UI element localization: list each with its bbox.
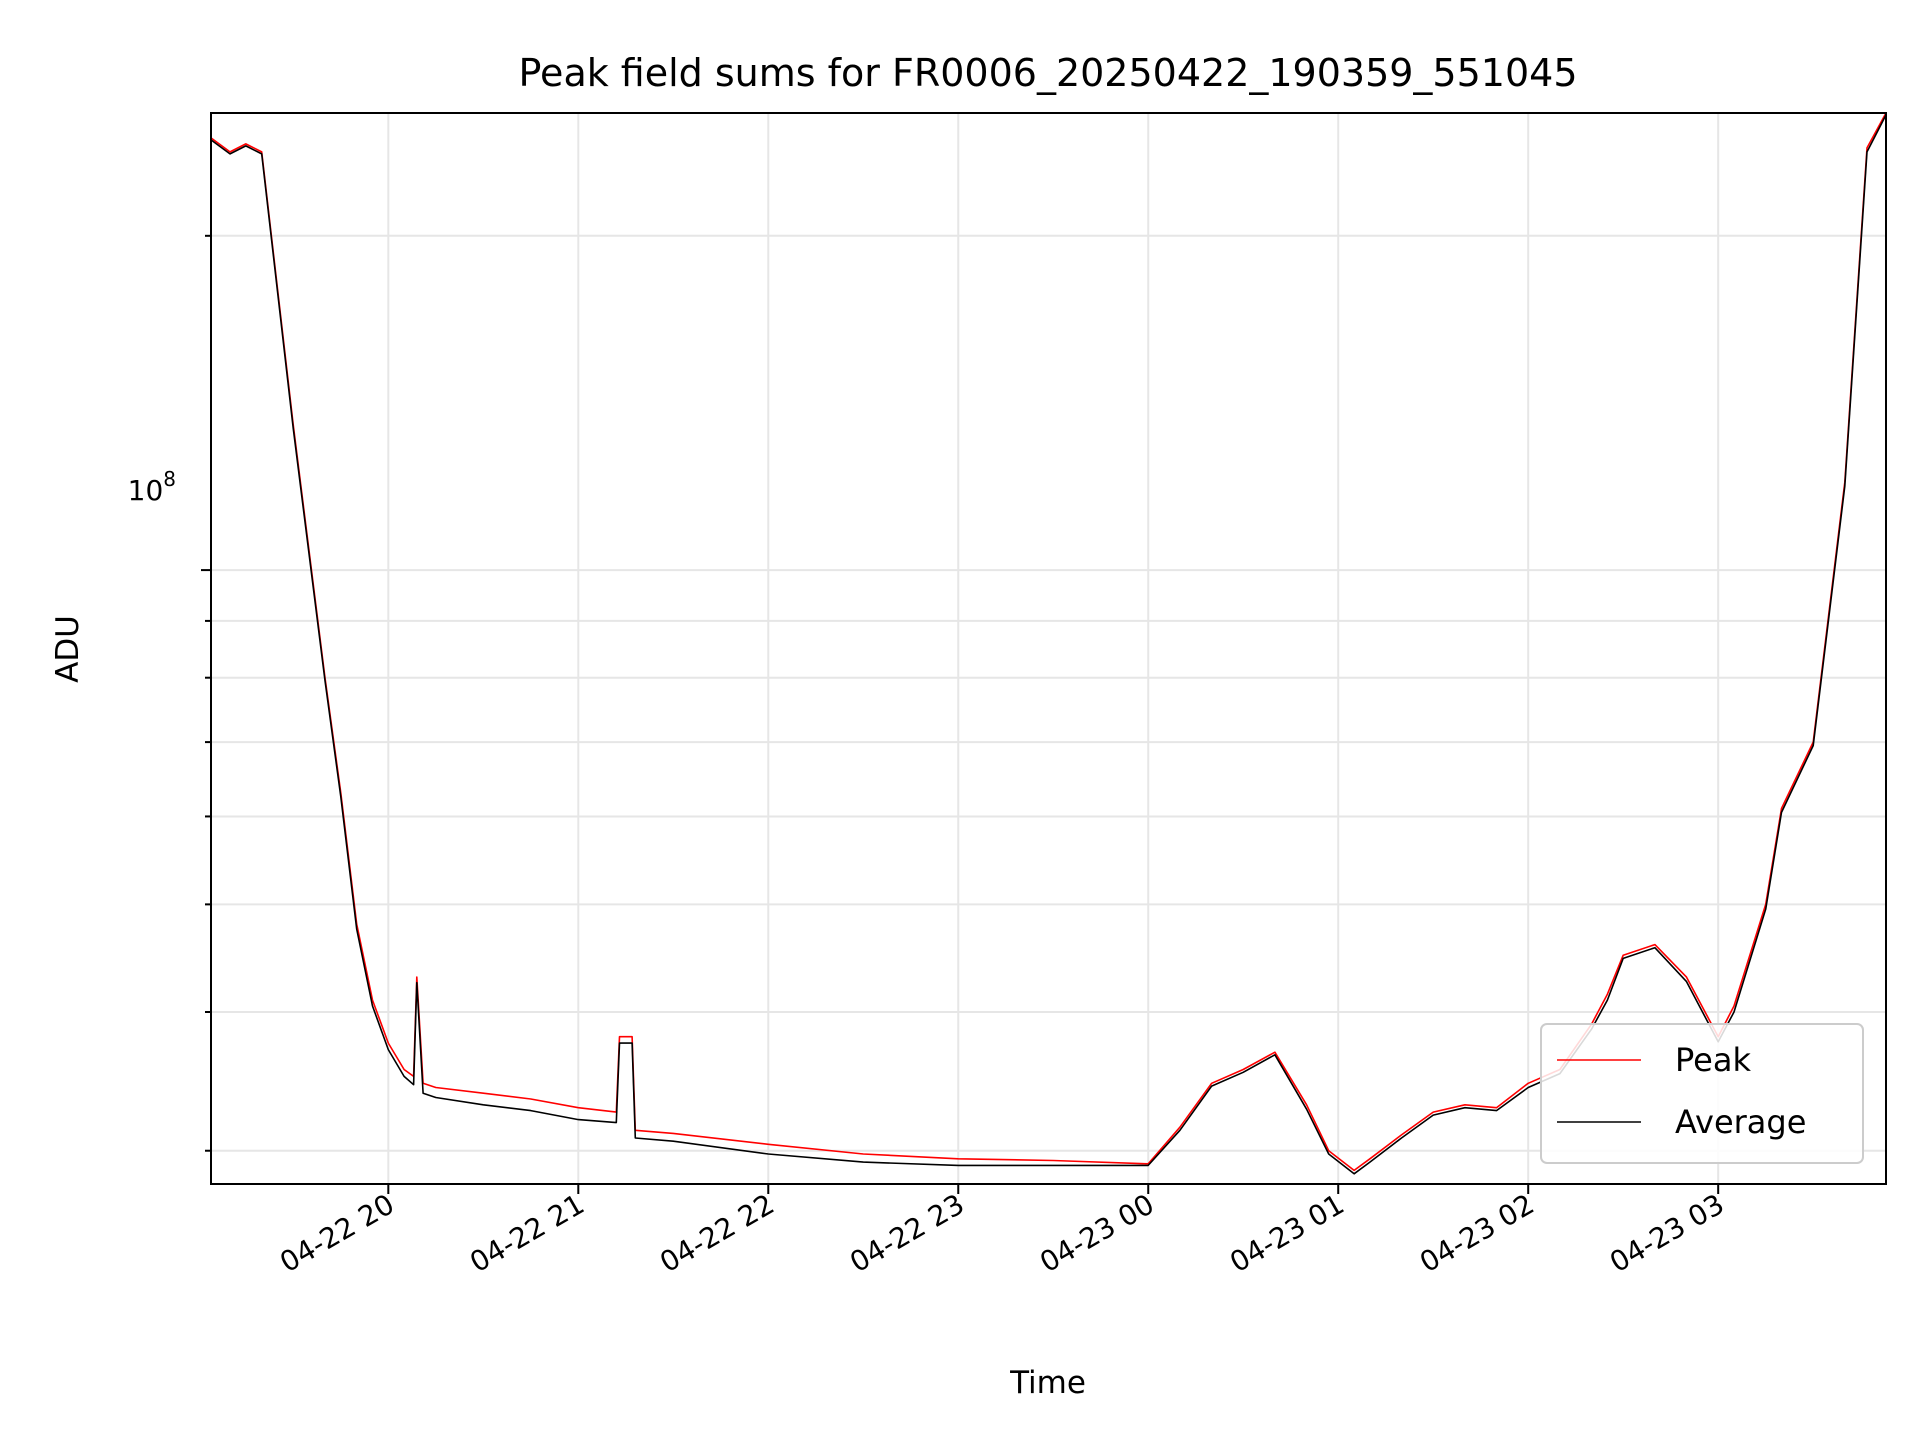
y-axis-label: ADU [50,615,86,683]
chart-title: Peak field sums for FR0006_20250422_1903… [519,51,1578,95]
grid-layer [211,113,1886,1184]
x-axis-label: Time [1009,1365,1086,1401]
series-line-average [211,114,1886,1175]
legend-label-peak: Peak [1675,1041,1751,1079]
legend-label-average: Average [1675,1103,1806,1141]
plot-frame [210,112,1887,1185]
legend-box [1540,1023,1864,1164]
y-tick-base: 10 [128,474,164,507]
y-tick-exponent: 8 [163,467,176,491]
series-line-peak [211,113,1886,1172]
y-tick-label-1e8: 108 [128,467,176,507]
legend: Peak Average [1540,1023,1864,1164]
series-layer [211,113,1886,1175]
